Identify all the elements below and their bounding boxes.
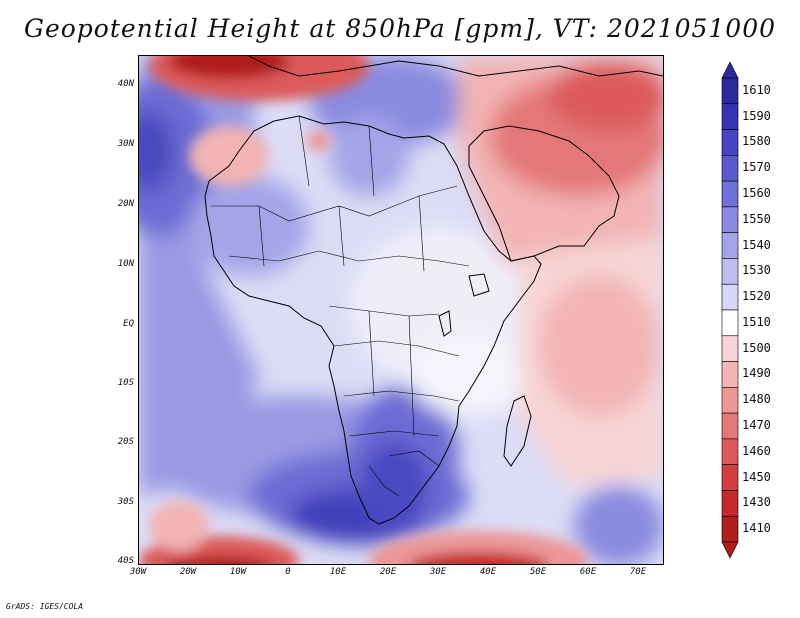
- colorbar-label: 1560: [742, 186, 771, 200]
- lat-label-10n: 10N: [117, 259, 134, 269]
- colorbar-label: 1500: [742, 340, 771, 355]
- colorbar-swatch: [721, 206, 739, 233]
- colorbar-swatch: [721, 77, 739, 105]
- colorbar-label: 1530: [742, 263, 771, 278]
- colorbar-swatch: [721, 438, 739, 465]
- colorbar-swatch: [721, 387, 739, 414]
- lon-label-30e: 30E: [429, 567, 447, 577]
- colorbar-top-arrow: [721, 61, 739, 79]
- colorbar-label: 1480: [742, 392, 771, 407]
- lat-label-20n: 20N: [117, 199, 134, 209]
- colorbar-label: 1550: [742, 211, 771, 226]
- lat-label-40n: 40N: [117, 79, 134, 89]
- colorbar-label: 1580: [742, 134, 771, 149]
- lon-label-0: 0: [285, 567, 291, 577]
- geopotential-field: [139, 56, 663, 564]
- colorbar-swatch: [721, 361, 739, 388]
- map-plot-area: [138, 55, 664, 565]
- colorbar-label: 1570: [742, 160, 771, 175]
- grads-credit: GrADS: IGES/COLA: [6, 602, 84, 611]
- colorbar-label: 1590: [742, 108, 771, 123]
- colorbar-label: 1450: [742, 469, 771, 484]
- lon-label-70e: 70E: [629, 567, 647, 577]
- map-title: Geopotential Height at 850hPa [gpm], VT:…: [23, 14, 777, 43]
- lon-label-20e: 20E: [379, 567, 397, 577]
- colorbar: [721, 61, 739, 559]
- colorbar-label: 1430: [742, 495, 771, 510]
- colorbar-swatch: [721, 464, 739, 491]
- lon-label-50e: 50E: [529, 567, 547, 577]
- colorbar-label: 1540: [742, 237, 771, 252]
- colorbar-swatch: [721, 103, 739, 130]
- colorbar-swatch: [721, 129, 739, 156]
- colorbar-swatch: [721, 515, 739, 543]
- lon-label-60e: 60E: [579, 567, 597, 577]
- colorbar-label: 1610: [742, 82, 771, 97]
- colorbar-swatch: [721, 490, 739, 517]
- colorbar-swatch: [721, 309, 739, 337]
- lat-label-10s: 10S: [117, 378, 134, 388]
- colorbar-label: 1460: [742, 443, 771, 458]
- colorbar-label: 1490: [742, 366, 771, 381]
- colorbar-swatch: [721, 232, 739, 259]
- lon-label-10w: 10W: [229, 567, 247, 577]
- colorbar-swatch: [721, 180, 739, 208]
- lon-label-20w: 20W: [179, 567, 197, 577]
- colorbar-swatch: [721, 335, 739, 362]
- colorbar-swatch: [721, 283, 739, 311]
- colorbar-swatch: [721, 258, 739, 285]
- lat-label-40s: 40S: [117, 556, 134, 566]
- coastlines: [204, 56, 663, 525]
- lat-label-30s: 30S: [117, 497, 134, 507]
- colorbar-label: 1410: [742, 521, 771, 536]
- lat-label-30n: 30N: [117, 139, 134, 149]
- lat-label-20s: 20S: [117, 437, 134, 447]
- colorbar-label: 1470: [742, 418, 771, 432]
- lon-label-40e: 40E: [479, 567, 497, 577]
- colorbar-bottom-arrow: [721, 541, 739, 559]
- colorbar-label: 1510: [742, 314, 771, 329]
- colorbar-label: 1520: [742, 289, 771, 304]
- colorbar-swatch: [721, 155, 739, 182]
- colorbar-swatch: [721, 412, 739, 440]
- country-borders: [211, 115, 470, 497]
- lon-label-30w: 30W: [129, 567, 147, 577]
- lat-label-eq: EQ: [123, 319, 134, 329]
- lon-label-10e: 10E: [329, 567, 347, 577]
